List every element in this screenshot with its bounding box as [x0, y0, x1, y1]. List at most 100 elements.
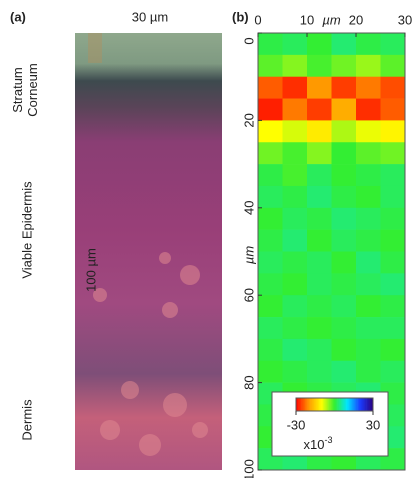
colorbar-segment — [346, 398, 348, 411]
colorbar-segment — [331, 398, 334, 411]
colorbar-segment — [337, 398, 339, 411]
colorbar-segment — [333, 398, 335, 411]
heat-cell — [307, 76, 332, 99]
heat-cell — [380, 98, 406, 121]
heat-cell — [258, 185, 283, 209]
heatmap: (b) 0 10 20 30 µm 0 20 40 60 80 100 µm -30 30 x10-3 — [232, 9, 412, 480]
colorbar-segment — [306, 398, 308, 411]
colorbar-segment — [299, 398, 302, 411]
heat-cell — [380, 120, 406, 143]
colorbar-segment — [302, 398, 304, 411]
heat-cell — [331, 338, 357, 362]
heat-cell — [282, 251, 308, 274]
colorbar-segment — [369, 398, 371, 411]
heat-cell — [307, 164, 332, 187]
y-axis-label: µm — [241, 246, 256, 264]
heat-cell — [307, 229, 332, 252]
colorbar-segment — [370, 398, 373, 411]
heat-cell — [331, 295, 357, 318]
layer-label: Viable Epidermis — [19, 181, 34, 279]
colorbar-segment — [304, 398, 307, 411]
colorbar-segment — [301, 398, 303, 411]
image-detail — [88, 33, 102, 63]
heat-cell — [356, 54, 381, 77]
colorbar-segment — [313, 398, 316, 411]
y-tick-label: 100 — [241, 459, 256, 478]
x-tick-label: 20 — [349, 12, 363, 27]
colorbar-segment — [324, 398, 326, 411]
x-tick-label: 0 — [254, 12, 261, 27]
colorbar-segment — [342, 398, 344, 411]
heat-cell — [331, 76, 357, 99]
heat-cell — [258, 142, 283, 165]
heat-cell — [331, 98, 357, 121]
heat-cell — [282, 120, 308, 143]
heat-cell — [282, 164, 308, 187]
heat-cell — [282, 229, 308, 252]
colorbar-segment — [361, 398, 364, 411]
layer-labels: Stratum Corneum Viable Epidermis Dermis — [10, 63, 40, 440]
heat-cell — [380, 164, 406, 187]
colorbar-frame — [295, 397, 374, 412]
colorbar-segment — [315, 398, 317, 411]
heat-cell — [258, 251, 283, 274]
heat-cell — [307, 295, 332, 318]
colorbar-segment — [358, 398, 361, 411]
y-tick-label: 40 — [241, 201, 256, 215]
heat-cell — [307, 273, 332, 296]
colorbar-segment — [347, 398, 349, 411]
heat-cell — [380, 142, 406, 165]
heat-cell — [258, 120, 283, 143]
heat-cell — [258, 98, 283, 121]
heat-cell — [258, 360, 283, 383]
heat-cell — [356, 273, 381, 296]
plot-frame — [257, 32, 406, 471]
heat-cell — [356, 251, 381, 274]
heat-cell — [307, 251, 332, 274]
colorbar-segment — [308, 398, 311, 411]
heat-cell — [356, 317, 381, 340]
heat-cell — [307, 120, 332, 143]
colorbar-segment — [321, 398, 324, 411]
panel-label: (a) — [10, 9, 26, 24]
heat-cell — [258, 33, 283, 56]
heat-cell — [331, 229, 357, 252]
colorbar-segment — [364, 398, 366, 411]
heat-cell — [331, 120, 357, 143]
heat-cell — [380, 251, 406, 274]
heat-cell — [356, 164, 381, 187]
heat-cell — [282, 142, 308, 165]
heat-cell — [282, 207, 308, 230]
heat-cell — [282, 76, 308, 99]
heat-cell — [380, 360, 406, 383]
histology-image — [75, 33, 222, 470]
scale-base: x10 — [304, 437, 325, 452]
heat-cell — [307, 142, 332, 165]
heat-cell — [282, 273, 308, 296]
colorbar-segment — [320, 398, 322, 411]
x-axis-label: µm — [322, 12, 340, 27]
heat-cell — [331, 273, 357, 296]
colorbar-segment — [348, 398, 351, 411]
heat-cell — [380, 185, 406, 209]
colorbar-segment — [340, 398, 343, 411]
colorbar-segment — [349, 398, 352, 411]
layer-label: Dermis — [19, 399, 34, 441]
heat-cell — [356, 33, 381, 56]
colorbar-segment — [353, 398, 356, 411]
colorbar-scale: x10-3 — [304, 435, 333, 452]
y-tick-label: 60 — [241, 288, 256, 302]
heat-cell — [282, 185, 308, 209]
colorbar-segment — [351, 398, 353, 411]
heat-cell — [282, 317, 308, 340]
heat-cell — [380, 76, 406, 99]
colorbar-segment — [335, 398, 338, 411]
heat-cell — [331, 360, 357, 383]
heat-cell — [258, 317, 283, 340]
heat-cell — [331, 207, 357, 230]
heat-cell — [307, 317, 332, 340]
colorbar-segment — [322, 398, 325, 411]
heat-cell — [307, 33, 332, 56]
colorbar-segment — [362, 398, 365, 411]
